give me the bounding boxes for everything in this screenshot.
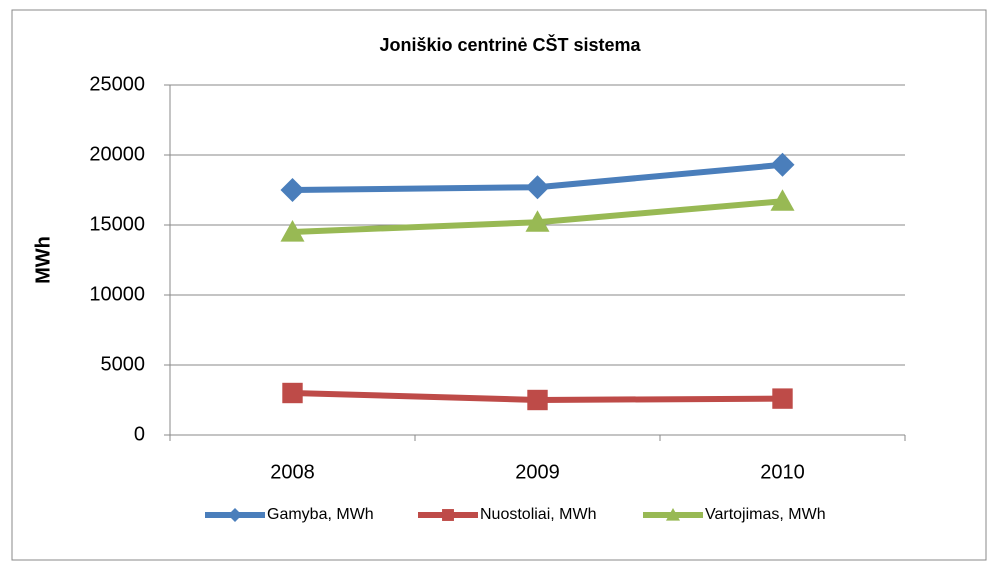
data-point — [282, 382, 303, 404]
y-tick-label: 0 — [134, 423, 145, 445]
legend-label: Vartojimas, MWh — [705, 506, 826, 523]
legend-marker — [666, 508, 680, 521]
y-axis-label: MWh — [32, 236, 54, 284]
data-point — [280, 220, 305, 242]
data-point — [772, 388, 793, 409]
y-tick-label: 20000 — [89, 143, 145, 165]
legend-label: Gamyba, MWh — [267, 506, 374, 523]
legend-marker — [442, 509, 454, 521]
chart-border — [11, 9, 987, 561]
legend-label: Nuostoliai, MWh — [480, 506, 596, 523]
y-tick-label: 15000 — [89, 213, 145, 235]
data-point — [770, 152, 795, 177]
y-tick-label: 10000 — [89, 283, 145, 305]
data-point — [770, 189, 795, 211]
data-point — [280, 178, 305, 202]
data-point — [525, 210, 550, 232]
legend-marker — [228, 508, 242, 522]
x-tick-label: 2008 — [270, 461, 315, 483]
y-tick-label: 5000 — [101, 353, 146, 375]
x-tick-label: 2010 — [760, 461, 805, 483]
x-tick-label: 2009 — [515, 461, 560, 483]
data-point — [525, 175, 550, 200]
y-tick-label: 25000 — [89, 73, 145, 95]
chart-title: Joniškio centrinė CŠT sistema — [379, 34, 641, 55]
data-point — [527, 389, 548, 411]
